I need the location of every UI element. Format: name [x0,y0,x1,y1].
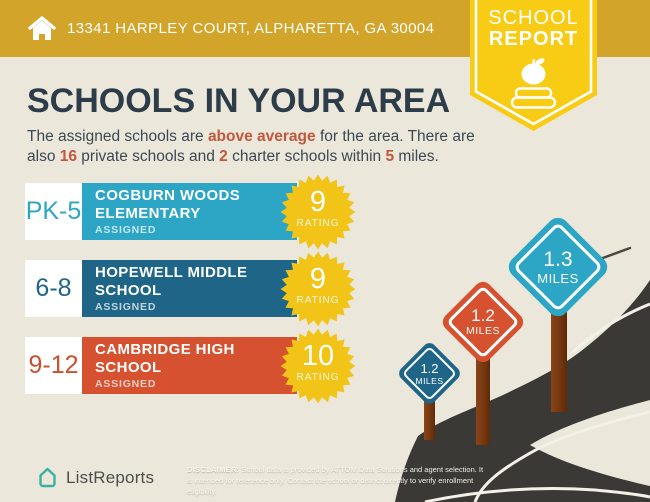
distance-value: 1.3 [543,248,573,271]
school-name: CAMBRIDGE HIGH SCHOOL [95,341,235,376]
intro-text: The assigned schools are above average f… [27,128,475,166]
listreports-logo: ListReports [37,466,154,489]
disclaimer-label: DISCLAIMER: [187,465,240,474]
rating-label: RATING [296,218,340,229]
starburst-icon [280,251,356,327]
school-report-badge: SCHOOL REPORT [470,0,597,134]
distance-sign-large: 1.3 MILES [504,213,612,321]
distance-value: 1.2 [471,306,495,325]
distance-unit: MILES [465,325,500,337]
school-status: ASSIGNED [95,301,157,313]
page-title: SCHOOLS IN YOUR AREA [27,82,451,120]
distance-unit: MILES [537,271,579,286]
school-bar: CAMBRIDGE HIGH SCHOOL ASSIGNED [82,337,297,394]
sign-post [476,345,490,445]
rating-value: 10 [301,340,335,372]
brand-name: ListReports [66,467,155,487]
school-row-elementary: PK-5 COGBURN WOODS ELEMENTARY ASSIGNED [25,183,297,240]
school-row-high: 9-12 CAMBRIDGE HIGH SCHOOL ASSIGNED [25,337,297,394]
rating-value: 9 [309,186,327,218]
property-address: 13341 HARPLEY COURT, ALPHARETTA, GA 3000… [67,20,435,37]
distance-sign-medium: 1.2 MILES [439,278,527,366]
rating-label: RATING [296,372,340,383]
school-status: ASSIGNED [95,378,157,390]
apple-icon [521,58,546,85]
grade-range: 6-8 [25,260,82,317]
rating-badge-high: 10 RATING [280,328,356,404]
school-bar: HOPEWELL MIDDLE SCHOOL ASSIGNED [82,260,297,317]
school-status: ASSIGNED [95,224,157,236]
badge-line1: SCHOOL [488,7,579,29]
rating-label: RATING [296,295,340,306]
starburst-icon [280,328,356,404]
rating-badge-middle: 9 RATING [280,251,356,327]
disclaimer-body: School data is provided by ATTOM Data So… [187,465,484,496]
school-row-middle: 6-8 HOPEWELL MIDDLE SCHOOL ASSIGNED [25,260,297,317]
logo-house-icon [39,467,56,488]
rating-badge-elementary: 9 RATING [280,174,356,250]
badge-line2: REPORT [488,28,579,50]
school-bar: COGBURN WOODS ELEMENTARY ASSIGNED [82,183,297,240]
book-icon [510,87,557,109]
sign-post [551,290,567,412]
badge-shape [470,0,597,131]
disclaimer-text: DISCLAIMER: School data is provided by A… [187,465,487,498]
house-icon [28,15,56,40]
starburst-icon [280,174,356,250]
distance-unit: MILES [415,375,444,386]
distance-value: 1.2 [420,360,439,376]
rating-value: 9 [309,263,327,295]
grade-range: PK-5 [25,183,82,240]
sign-post [424,388,435,440]
road-graphic [395,246,650,502]
school-name: HOPEWELL MIDDLE SCHOOL [95,264,248,299]
school-name: COGBURN WOODS ELEMENTARY [95,187,241,222]
grade-range: 9-12 [25,337,82,394]
